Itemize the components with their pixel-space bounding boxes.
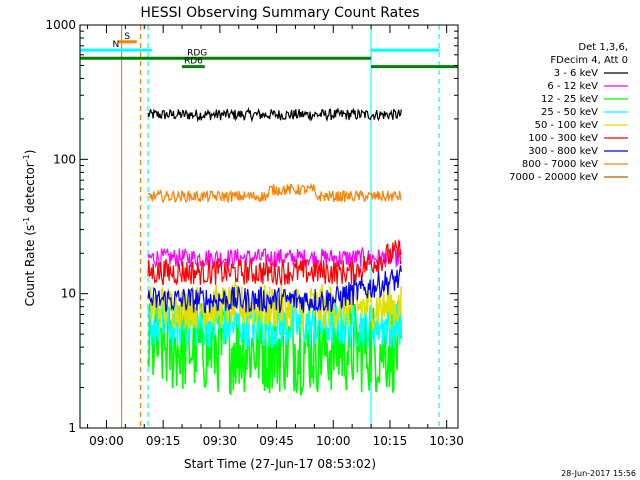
chart-title: HESSI Observing Summary Count Rates [140, 5, 419, 21]
x-axis-label: Start Time (27-Jun-17 08:53:02) [184, 457, 376, 471]
legend-header-0: Det 1,3,6, [578, 42, 628, 53]
plot-frame [79, 24, 459, 429]
x-tick-label-1: 09:15 [146, 434, 181, 448]
flag-label-0: S [124, 32, 130, 42]
legend-header-1: FDecim 4, Att 0 [550, 55, 628, 66]
y-tick-label-1: 10 [61, 287, 76, 301]
y-axis-label-main: Count Rate (s [23, 225, 37, 307]
flag-label-1: N [113, 40, 120, 50]
x-tick-label-5: 10:15 [373, 434, 408, 448]
y-axis-label: Count Rate (s-1 detector-1) [22, 150, 37, 307]
legend-label-1: 6 - 12 keV [547, 81, 598, 92]
flag-label-5: RDG [187, 48, 207, 58]
x-tick-label-4: 10:00 [316, 434, 351, 448]
legend-label-8: 7000 - 20000 keV [509, 172, 598, 183]
x-tick-label-2: 09:30 [203, 434, 238, 448]
legend-label-0: 3 - 6 keV [554, 68, 598, 79]
y-axis-label-end: ) [23, 150, 37, 155]
y-tick-label-0: 1 [68, 421, 76, 435]
legend-label-6: 300 - 800 keV [528, 146, 598, 157]
legend-label-2: 12 - 25 keV [541, 94, 598, 105]
y-axis-label-mid: detector [23, 162, 37, 217]
y-axis-label-sup1: -1 [22, 217, 31, 225]
y-tick-label-2: 100 [53, 152, 76, 166]
x-tick-label-0: 09:00 [89, 434, 124, 448]
series-line-7 [147, 182, 402, 204]
series-line-1 [147, 246, 402, 270]
legend-label-7: 800 - 7000 keV [522, 159, 598, 170]
legend-label-5: 100 - 300 keV [528, 133, 598, 144]
x-tick-label-3: 09:45 [259, 434, 294, 448]
series-line-5 [147, 238, 402, 286]
timestamp: 28-Jun-2017 15:56 [561, 469, 636, 478]
legend-label-4: 50 - 100 keV [535, 120, 599, 131]
x-tick-label-6: 10:30 [429, 434, 464, 448]
series-line-6 [147, 265, 402, 314]
series-line-0 [147, 106, 402, 123]
flag-label-6: RD6 [184, 57, 203, 67]
legend-label-3: 25 - 50 keV [541, 107, 598, 118]
series-line-2 [147, 300, 403, 397]
y-tick-label-3: 1000 [45, 18, 76, 32]
y-axis-label-sup2: -1 [22, 154, 31, 162]
